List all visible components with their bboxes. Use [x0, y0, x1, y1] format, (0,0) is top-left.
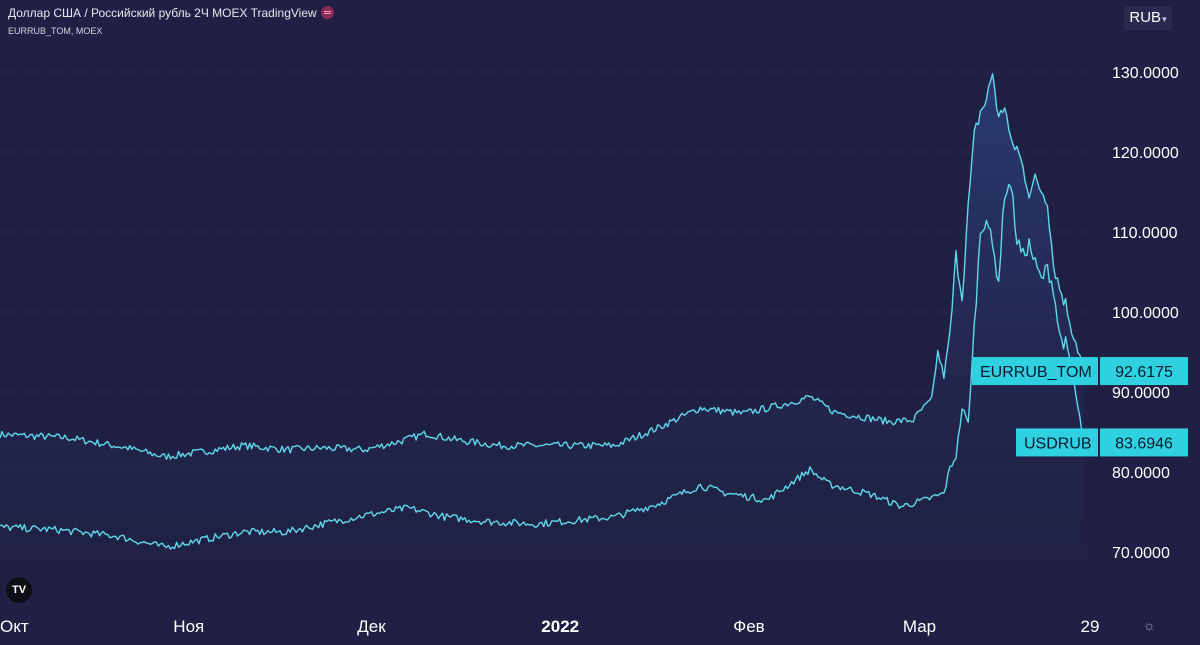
chart-title-text: Доллар США / Российский рубль 2Ч MOEX Tr…	[8, 6, 317, 20]
series-value-text: 92.6175	[1115, 364, 1173, 381]
series-area-EURRUB_TOM	[0, 73, 1084, 601]
y-axis-ticks: 70.0000 80.0000 90.0000 100.0000 110.0000 120…	[1112, 65, 1179, 562]
y-tick-label: 110.0000	[1112, 225, 1178, 242]
indicator-icon[interactable]	[320, 6, 334, 19]
x-tick-label: Фев	[733, 617, 764, 636]
series-value-text: 83.6946	[1115, 435, 1173, 452]
x-tick-label: 2022	[541, 617, 579, 636]
y-tick-label: 130.0000	[1112, 65, 1179, 82]
x-tick-label: Мар	[903, 617, 936, 636]
tradingview-logo-icon[interactable]: TV	[6, 577, 32, 603]
x-tick-label: Ноя	[173, 617, 204, 636]
chevron-down-icon: ▾	[1162, 14, 1167, 24]
y-tick-label: 90.0000	[1112, 385, 1170, 402]
series-line-EURRUB_TOM	[0, 73, 1085, 460]
chart-title: Доллар США / Российский рубль 2Ч MOEX Tr…	[8, 6, 334, 20]
x-axis-ticks: Окт Ноя Дек 2022 Фев Мар 29	[0, 617, 1099, 636]
series-lines	[0, 73, 1085, 550]
logo-text: TV	[11, 584, 27, 596]
y-tick-label: 70.0000	[1112, 545, 1170, 562]
x-tick-label: Окт	[0, 617, 29, 636]
series-name-text: EURRUB_TOM	[980, 364, 1092, 381]
series-name-label-EURRUB_TOM: EURRUB_TOM	[972, 357, 1098, 386]
chart-subtitle: EURRUB_TOM, MOEX	[8, 26, 103, 36]
series-name-text: USDRUB	[1024, 435, 1092, 452]
y-tick-label: 80.0000	[1112, 465, 1170, 482]
x-tick-label: Дек	[357, 617, 386, 636]
y-tick-label: 120.0000	[1112, 145, 1179, 162]
series-name-label-USDRUB: USDRUB	[1016, 428, 1098, 457]
area-fill	[0, 73, 1084, 601]
currency-label: RUB	[1129, 9, 1162, 26]
currency-button[interactable]: RUB▾	[1124, 6, 1172, 30]
price-labels: EURRUB_TOM 92.6175 USDRUB 83.6946	[972, 357, 1188, 457]
series-value-label-EURRUB_TOM: 92.6175	[1100, 357, 1188, 386]
y-tick-label: 100.0000	[1112, 305, 1179, 322]
series-line-USDRUB	[0, 183, 1085, 550]
series-value-label-USDRUB: 83.6946	[1100, 428, 1188, 457]
gear-icon[interactable]: ☼	[1143, 617, 1156, 633]
x-tick-label: 29	[1081, 617, 1100, 636]
